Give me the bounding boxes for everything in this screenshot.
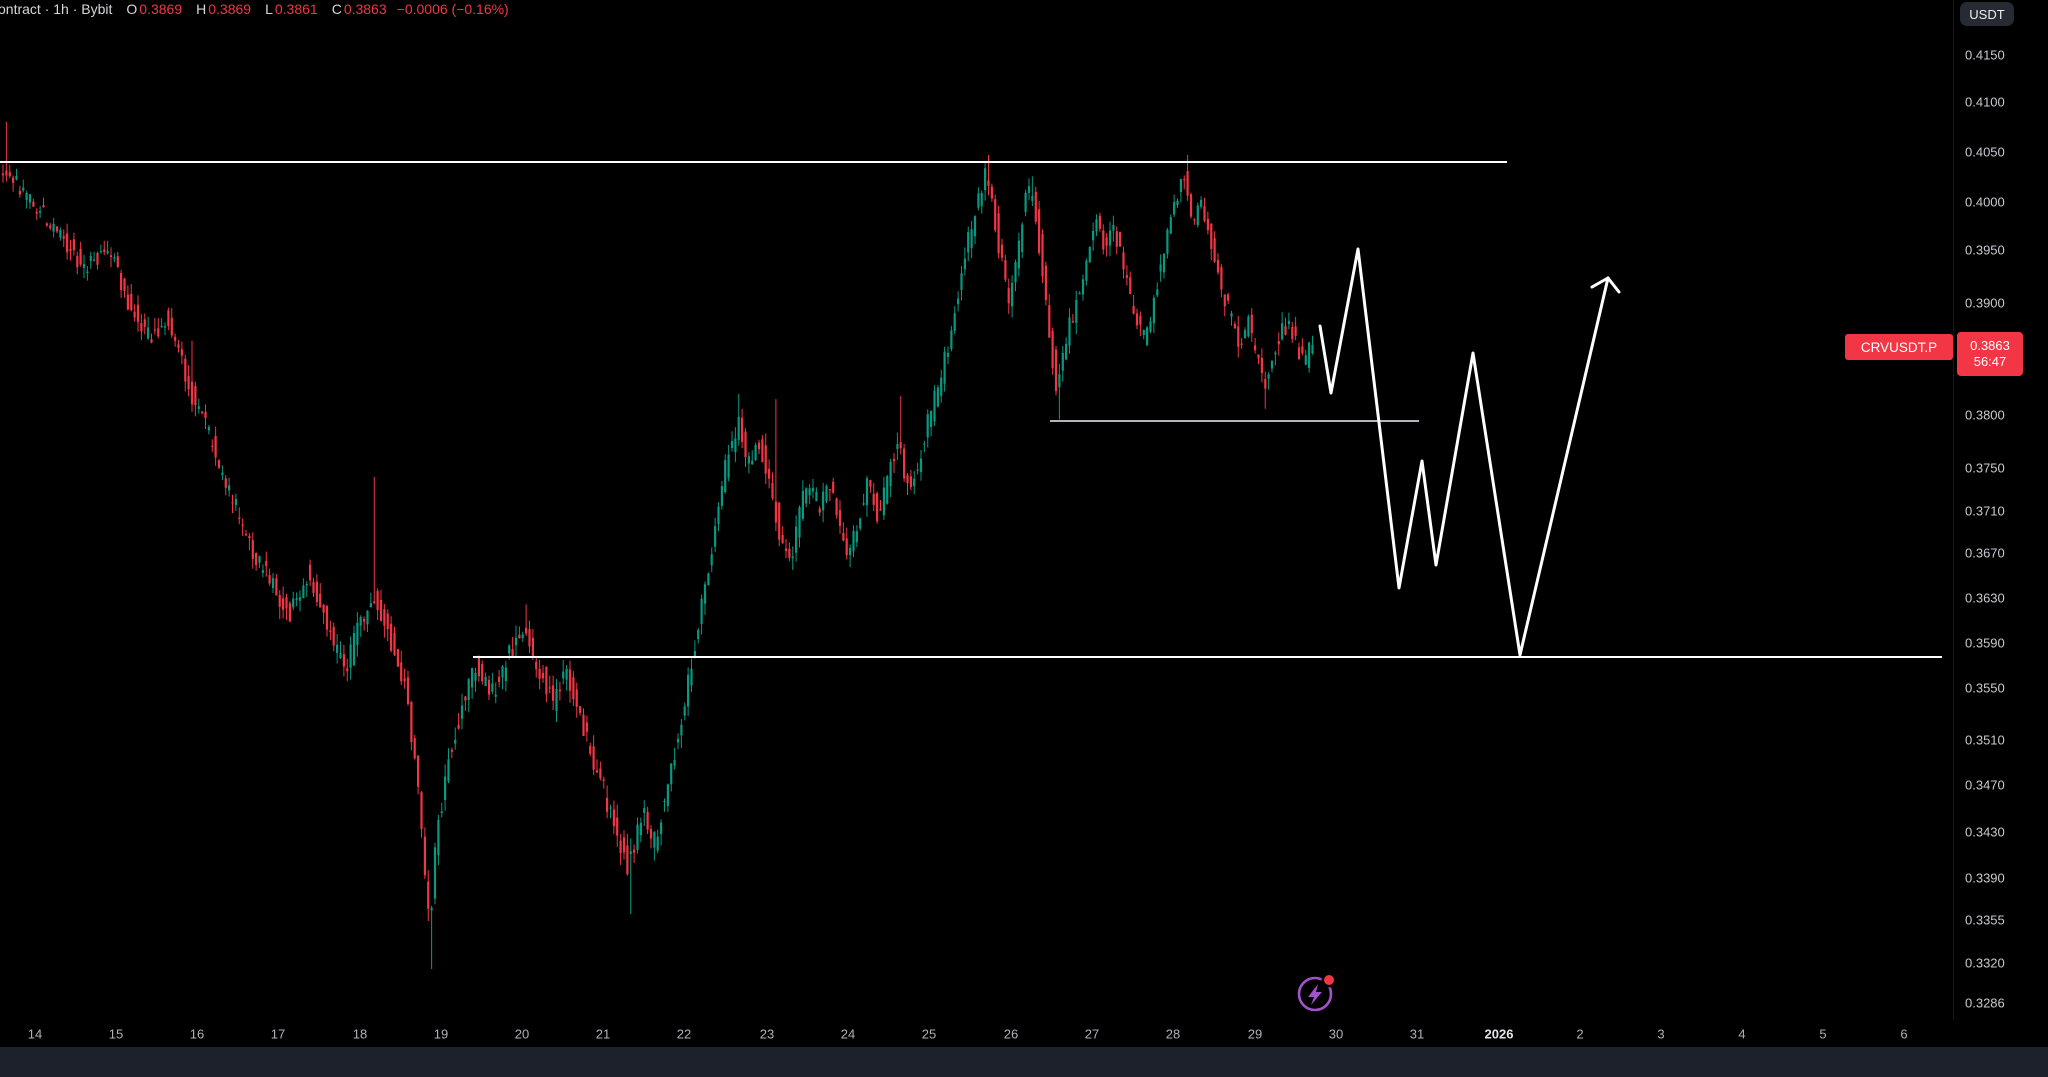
price-tick-label: 0.3670 [1965,545,2005,561]
price-tick-label: 0.4050 [1965,144,2005,160]
time-tick-label: 6 [1900,1026,1908,1041]
price-tick-label: 0.3390 [1965,870,2005,886]
time-tick-label: 25 [921,1026,937,1041]
price-tick-label: 0.4000 [1965,194,2005,210]
time-tick-label: 16 [189,1026,205,1041]
time-tick-label: 19 [433,1026,449,1041]
icon-ring [1297,976,1333,1012]
time-tick-label: 22 [676,1026,692,1041]
price-tick-label: 0.3355 [1965,912,2005,928]
symbol-price-label[interactable]: CRVUSDT.P [1845,334,1953,360]
price-tick-label: 0.3750 [1965,460,2005,476]
price-tick-label: 0.3550 [1965,680,2005,696]
time-tick-label: 28 [1165,1026,1181,1041]
time-tick-label: 4 [1738,1026,1746,1041]
price-tick-label: 0.4100 [1965,94,2005,110]
price-tick-label: 0.3510 [1965,732,2005,748]
close-value: C 0.3863 [331,1,387,17]
price-tick-label: 0.3630 [1965,590,2005,606]
high-value: H 0.3869 [196,1,252,17]
time-scale[interactable]: 14 15 16 17 18 19 20 21 22 23 24 25 26 27 28 29 30 31 2026… [0,1020,2048,1047]
change-value: −0.0006 (−0.16%) [396,1,509,17]
price-tick-label: 0.3800 [1965,407,2005,423]
last-price-tag: 0.3863 56:47 [1957,332,2023,376]
time-tick-label: 17 [270,1026,286,1041]
price-tick-label: 0.4150 [1965,47,2005,63]
notification-dot [1324,975,1334,985]
time-tick-label: 21 [595,1026,611,1041]
time-tick-label: 2 [1576,1026,1584,1041]
lightning-bolt-glyph [1308,984,1322,1005]
price-tick-label: 0.3430 [1965,824,2005,840]
time-tick-label: 5 [1819,1026,1827,1041]
currency-toggle-button[interactable]: USDT [1960,2,2014,26]
low-value: L 0.3861 [265,1,318,17]
symbol-legend[interactable]: ontract · 1h · Bybit O 0.3869 H 0.3869 L… [0,0,509,18]
price-scale[interactable]: USDT 0.4150 0.4100 0.4050 0.4000 0.3950 0.390… [1953,0,2048,1020]
time-tick-label: 29 [1247,1026,1263,1041]
price-tick-label: 0.3320 [1965,955,2005,971]
price-tick-label: 0.3470 [1965,777,2005,793]
open-value: O 0.3869 [126,1,183,17]
last-price-value: 0.3863 [1970,338,2010,353]
price-tick-label: 0.3900 [1965,295,2005,311]
time-tick-label: 18 [352,1026,368,1041]
time-tick-label: 14 [27,1026,43,1041]
price-tick-label: 0.3286 [1965,995,2005,1011]
symbol-info-text[interactable]: ontract · 1h · Bybit [0,1,113,17]
time-tick-label: 20 [514,1026,530,1041]
price-tick-label: 0.3590 [1965,635,2005,651]
time-tick-label: 31 [1409,1026,1425,1041]
time-tick-label: 30 [1328,1026,1344,1041]
time-tick-label: 3 [1657,1026,1665,1041]
horizontal-level-lines[interactable] [0,161,1942,658]
time-tick-label: 15 [108,1026,124,1041]
candlestick-series [1,121,1314,970]
time-tick-label: 27 [1084,1026,1100,1041]
time-tick-label: 24 [840,1026,856,1041]
time-tick-label: 26 [1003,1026,1019,1041]
events-lightning-icon[interactable] [1294,972,1338,1016]
bottom-toolbar-strip [0,1047,2048,1077]
time-tick-label: 23 [759,1026,775,1041]
bar-countdown: 56:47 [1973,354,2007,369]
price-tick-label: 0.3950 [1965,242,2005,258]
time-tick-year-label: 2026 [1484,1026,1514,1041]
price-tick-label: 0.3710 [1965,503,2005,519]
zigzag-projection-arrow[interactable] [1318,247,1621,657]
